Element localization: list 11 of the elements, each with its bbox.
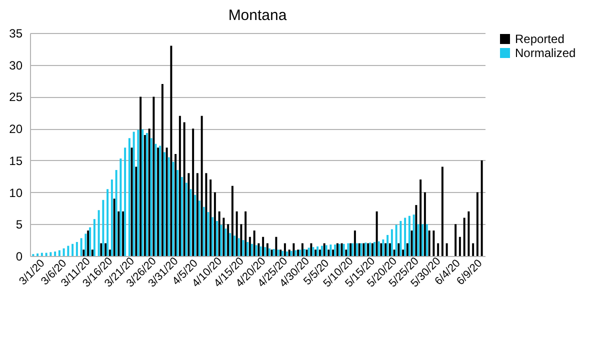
y-tick-label: 25 <box>9 90 23 104</box>
legend-label: Reported <box>515 32 564 46</box>
y-tick-label: 5 <box>16 218 23 232</box>
y-tick-label: 10 <box>9 186 23 200</box>
y-tick-label: 20 <box>9 122 23 136</box>
chart-title: Montana <box>228 7 288 24</box>
y-tick-label: 35 <box>9 26 23 40</box>
legend-label: Normalized <box>515 46 576 60</box>
y-tick-label: 0 <box>16 250 23 264</box>
y-tick-label: 30 <box>9 58 23 72</box>
y-tick-label: 15 <box>9 154 23 168</box>
